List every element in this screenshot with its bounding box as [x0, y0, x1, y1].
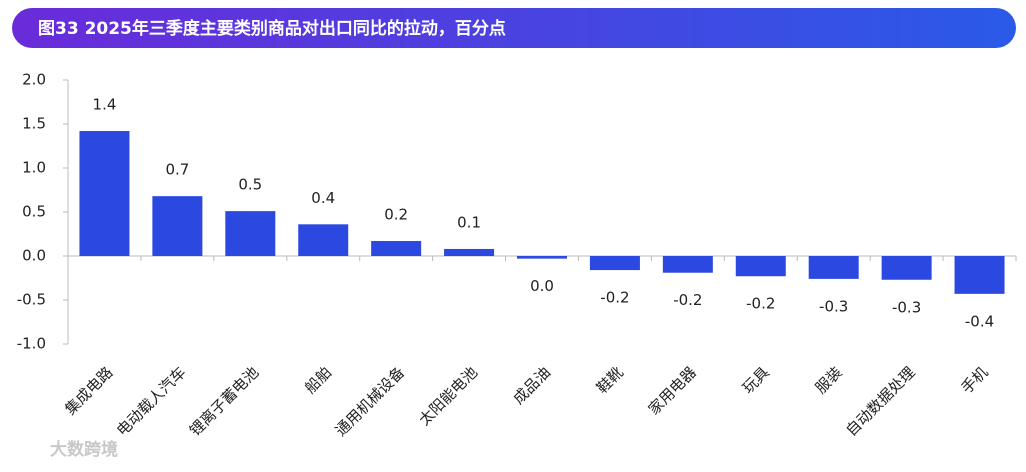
- x-tick-label: 玩具: [739, 363, 773, 397]
- bar: [808, 256, 859, 279]
- y-tick-label: -0.5: [17, 291, 46, 309]
- bar: [881, 256, 932, 280]
- y-tick-label: 1.0: [22, 159, 46, 177]
- value-label: -0.2: [600, 289, 629, 307]
- x-tick-label: 自动数据处理: [842, 363, 918, 439]
- value-label: -0.2: [746, 295, 775, 313]
- y-tick-label: 2.0: [22, 71, 46, 89]
- value-label: 1.4: [93, 96, 117, 114]
- x-tick-label: 成品油: [509, 363, 554, 408]
- x-tick-label: 集成电路: [61, 363, 116, 418]
- y-tick-label: -1.0: [17, 335, 46, 353]
- x-tick-label: 手机: [958, 363, 992, 397]
- x-tick-label: 家用电器: [645, 363, 700, 418]
- value-label: -0.3: [892, 298, 921, 316]
- value-label: 0.2: [384, 206, 408, 224]
- title-banner: [12, 8, 1016, 48]
- bar: [371, 241, 422, 256]
- bar: [152, 196, 203, 256]
- watermark: 大数跨境: [50, 439, 118, 460]
- value-label: 0.1: [457, 213, 481, 231]
- value-label: -0.3: [819, 297, 848, 315]
- bar: [225, 211, 276, 256]
- bar: [517, 256, 567, 259]
- chart-title: 图33 2025年三季度主要类别商品对出口同比的拉动，百分点: [38, 18, 506, 39]
- bar: [954, 256, 1005, 294]
- value-label: 0.5: [238, 176, 262, 194]
- y-tick-label: 1.5: [22, 115, 46, 133]
- value-label: -0.4: [965, 312, 994, 330]
- bar: [589, 256, 640, 271]
- y-tick-label: 0.0: [22, 247, 46, 265]
- value-label: -0.2: [673, 291, 702, 309]
- x-tick-label: 服装: [812, 363, 846, 397]
- value-label: 0.0: [530, 277, 554, 295]
- value-label: 0.4: [311, 189, 335, 207]
- x-tick-label: 通用机械设备: [332, 363, 408, 439]
- x-tick-label: 电动载人汽车: [113, 363, 189, 439]
- x-tick-label: 锂离子蓄电池: [186, 363, 262, 439]
- x-tick-label: 鞋靴: [593, 363, 627, 397]
- bar: [79, 131, 130, 256]
- x-tick-label: 太阳能电池: [415, 363, 481, 429]
- bar: [298, 224, 349, 256]
- x-tick-label: 船舶: [301, 363, 335, 397]
- y-tick-label: 0.5: [22, 203, 46, 221]
- bar: [735, 256, 786, 277]
- bar: [444, 248, 495, 256]
- bar: [662, 256, 713, 273]
- value-label: 0.7: [165, 161, 189, 179]
